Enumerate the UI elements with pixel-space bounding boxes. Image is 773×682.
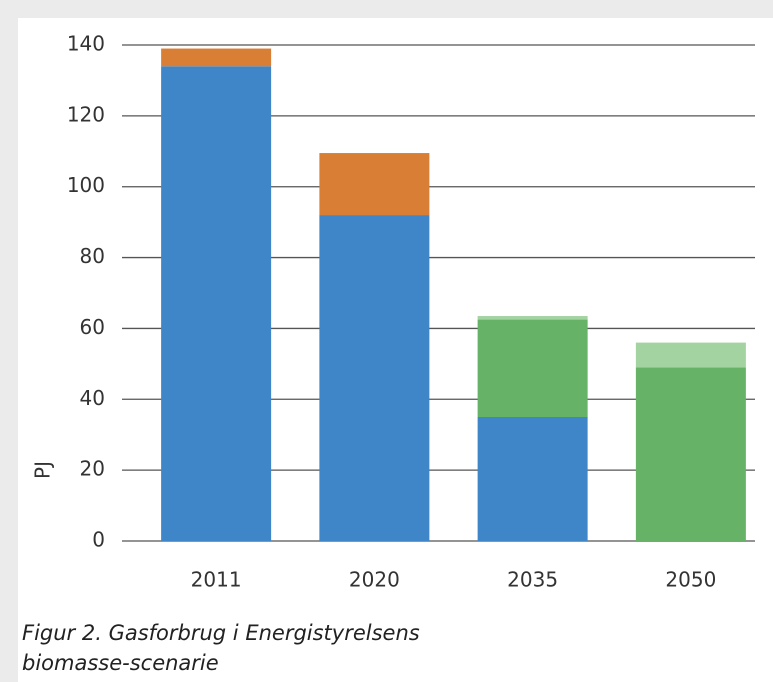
bar-segment [477,316,588,320]
y-tick-label: 20 [80,457,105,481]
y-tick-label: 100 [67,173,105,197]
y-tick-label: 80 [80,244,105,268]
y-tick-label: 0 [92,528,105,552]
bar-segment [161,48,272,67]
bar-segment [161,66,272,541]
x-tick-label: 2035 [507,568,558,592]
x-tick-label: 2020 [349,568,400,592]
bar-segment [319,153,430,216]
y-tick-label: 60 [80,315,105,339]
x-tick-label: 2011 [191,568,242,592]
bar-segment [635,342,746,368]
caption-line: Figur 2. Gasforbrug i Energistyrelsens [22,621,420,645]
y-axis-label: PJ [31,461,55,479]
bar-segment [477,319,588,417]
y-tick-label: 40 [80,386,105,410]
x-tick-label: 2050 [665,568,716,592]
caption-line: biomasse-scenarie [22,651,219,675]
bar-segment [477,417,588,541]
bar-segment [319,215,430,542]
y-tick-label: 140 [67,32,105,56]
y-tick-label: 120 [67,102,105,126]
bar-segment [635,367,746,541]
